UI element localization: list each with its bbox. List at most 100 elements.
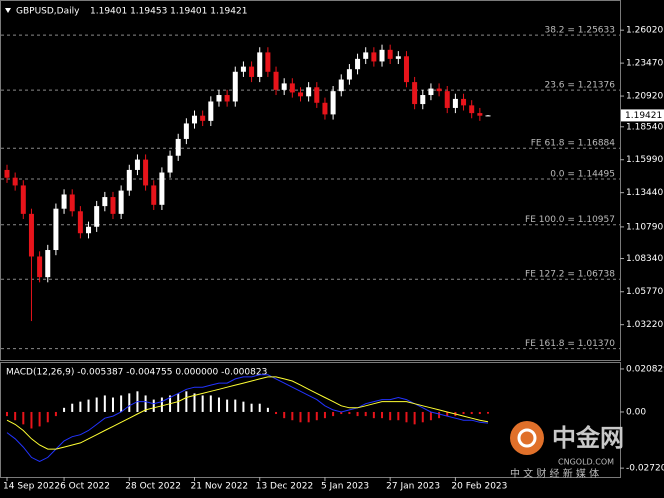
histogram-bar (291, 411, 294, 421)
histogram-bar (152, 399, 155, 412)
candle-body (28, 213, 34, 257)
histogram-bar (38, 411, 41, 427)
macd-line (6, 376, 489, 450)
candle-body (306, 87, 312, 97)
candle-body (420, 95, 426, 105)
histogram-bar (242, 401, 245, 412)
histogram-bar (446, 411, 449, 417)
candle-body (37, 256, 43, 278)
y-tick-label: 1.18540 (626, 122, 663, 132)
candle-body (69, 194, 75, 212)
macd-pane-border (0, 362, 621, 478)
watermark-domain: CNGOLD.COM (558, 458, 614, 467)
candle-body (134, 159, 140, 170)
price-tag (621, 109, 664, 122)
candle-body (159, 172, 165, 205)
histogram-bar (87, 399, 90, 412)
x-tick-label: 21 Nov 2022 (191, 482, 249, 492)
candle-body (143, 159, 149, 186)
candle-body (412, 82, 418, 105)
histogram-bar (185, 391, 188, 412)
histogram-bar (307, 411, 310, 423)
candle-body (363, 52, 369, 59)
candle-body (208, 101, 214, 121)
candle-body (322, 102, 328, 115)
candle-body (175, 138, 181, 156)
candle-body (183, 123, 189, 139)
candle-body (61, 194, 67, 209)
candle-body (477, 113, 483, 116)
histogram-bar (413, 411, 416, 425)
price-tag-label: 1.19421 (625, 111, 662, 121)
candle-body (395, 56, 401, 59)
histogram-bar (209, 395, 212, 412)
candle-body (281, 83, 287, 90)
candle-body (94, 206, 100, 227)
candle-body (273, 71, 279, 90)
histogram-bar (144, 395, 147, 412)
histogram-bar (315, 411, 318, 421)
histogram-bar (421, 411, 424, 423)
candle-body (53, 208, 59, 251)
candle-body (428, 88, 434, 96)
y-tick-label: 1.10790 (626, 222, 663, 232)
histogram-bar (356, 411, 359, 417)
histogram-bar (258, 403, 261, 412)
histogram-bar (438, 411, 441, 419)
candle-body (314, 87, 320, 103)
candle-body (249, 66, 255, 77)
candle-body (232, 71, 238, 102)
y-tick-label: 1.15990 (626, 155, 663, 165)
x-tick-label: 20 Feb 2023 (451, 482, 507, 492)
histogram-bar (160, 397, 163, 412)
candle-body (444, 91, 450, 108)
histogram-bar (201, 395, 204, 412)
histogram-bar (95, 397, 98, 412)
candle-body (371, 52, 377, 62)
watermark: 中金网 CNGOLD.COM 中 文 财 经 新 媒 体 (510, 421, 624, 480)
histogram-bar (275, 411, 278, 415)
watermark-name: 中金网 (552, 424, 624, 452)
histogram-bar (462, 411, 465, 415)
logo-circle (510, 421, 544, 455)
histogram-bar (397, 411, 400, 421)
candle-body (452, 98, 458, 108)
y-tick-label: 1.08340 (626, 254, 663, 264)
y-tick-label: -0.027204 (626, 464, 664, 474)
histogram-bar (470, 411, 473, 415)
x-tick-label: 27 Jan 2023 (386, 482, 440, 492)
chart-title: GBPUSD,Daily (16, 7, 80, 17)
histogram-bar (217, 397, 220, 412)
candle-body (118, 190, 124, 214)
candle-body (77, 211, 83, 234)
candle-body (330, 91, 336, 115)
fib-label: 0.0 = 1.14495 (550, 170, 615, 180)
quote: 1.19401 1.19453 1.19401 1.19421 (90, 7, 247, 17)
candle-body (20, 185, 26, 214)
histogram-bar (478, 411, 481, 415)
candle-body (355, 58, 361, 70)
candle-body (216, 95, 222, 102)
y-tick-label: 1.03220 (626, 320, 663, 330)
y-tick-label: 1.13440 (626, 188, 663, 198)
candle-body (289, 83, 295, 93)
x-tick-label: 5 Jan 2023 (321, 482, 369, 492)
candle-body (346, 69, 352, 80)
menu-arrow (5, 8, 11, 13)
x-tick-label: 6 Oct 2022 (60, 482, 110, 492)
candle-body (4, 169, 10, 178)
candle-body (200, 115, 206, 121)
candle-body (379, 49, 385, 62)
histogram-bar (226, 399, 229, 412)
y-tick-label: 1.23470 (626, 59, 663, 69)
y-tick-label: 0.020829 (626, 364, 664, 374)
histogram-bar (120, 395, 123, 412)
histogram-bar (234, 399, 237, 412)
histogram-bar (63, 407, 66, 412)
histogram-bar (111, 397, 114, 412)
histogram-bar (372, 411, 375, 419)
x-tick-label: 13 Dec 2022 (256, 482, 314, 492)
